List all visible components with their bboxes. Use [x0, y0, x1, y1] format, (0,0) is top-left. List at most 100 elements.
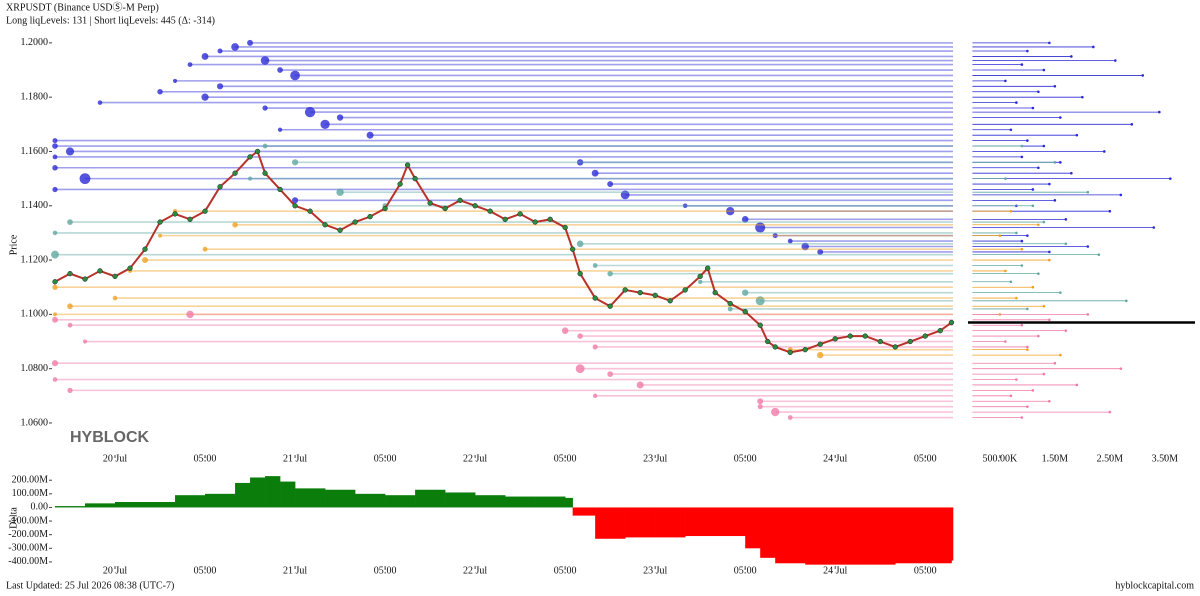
- x-tick-label: 2.50M: [1097, 453, 1124, 464]
- price-point: [404, 162, 411, 168]
- liq-level-dot: [591, 169, 599, 177]
- liq-level-dot: [757, 404, 763, 410]
- delta-bar: [595, 507, 626, 539]
- price-point: [592, 295, 598, 301]
- liq-level-dot: [304, 106, 316, 118]
- price-point: [247, 154, 253, 160]
- liq-level-dot: [232, 222, 238, 228]
- last-updated: Last Updated: 25 Jul 2026 08:38 (UTC-7): [6, 580, 174, 591]
- liq-level-dot: [52, 230, 58, 236]
- price-point: [817, 341, 823, 347]
- delta-bar: [775, 507, 806, 564]
- liq-size-dot: [1119, 367, 1123, 370]
- price-point: [457, 197, 463, 203]
- liq-level-dot: [577, 333, 583, 339]
- liq-level-dot: [592, 344, 598, 350]
- price-point: [82, 276, 88, 282]
- liq-level-dot: [201, 53, 209, 60]
- price-point: [547, 216, 553, 222]
- liq-size-dot: [1075, 133, 1079, 137]
- price-point: [772, 344, 778, 350]
- x-tick-label: 1.50M: [1042, 453, 1069, 464]
- x-tick-label: 20 Jul: [103, 565, 127, 576]
- price-point: [652, 292, 658, 299]
- y-tick-label: -400.00M: [8, 556, 48, 567]
- price-point: [127, 265, 133, 271]
- liq-level-dot: [142, 257, 148, 264]
- liq-size-dot: [1026, 307, 1029, 311]
- liq-level-dot: [561, 327, 569, 334]
- liq-level-dot: [67, 322, 73, 328]
- liq-level-dot: [65, 147, 75, 156]
- liq-level-dot: [755, 222, 766, 233]
- y-tick-label: 1.0600: [21, 417, 49, 428]
- liq-level-dot: [772, 233, 778, 239]
- liq-level-dot: [260, 56, 270, 65]
- price-point: [562, 224, 568, 231]
- liq-size-dot: [1059, 161, 1062, 164]
- price-point: [187, 216, 193, 222]
- liq-size-dot: [998, 234, 1002, 237]
- delta-bar: [655, 507, 686, 538]
- site: hyblockcapital.com: [1115, 580, 1194, 591]
- price-point: [142, 246, 148, 252]
- delta-bar: [565, 497, 573, 508]
- liq-size-dot: [1114, 59, 1117, 62]
- delta-bar: [951, 507, 954, 561]
- liq-level-dot: [726, 207, 735, 216]
- liq-level-dot: [67, 303, 73, 310]
- liq-level-dot: [247, 39, 254, 46]
- price-point: [427, 200, 433, 206]
- liq-size-dot: [1064, 218, 1068, 221]
- x-tick-label: 23 Jul: [643, 565, 667, 576]
- liq-level-dot: [52, 284, 58, 290]
- price-point: [232, 170, 238, 176]
- y-tick-label: 100.00M: [12, 488, 49, 499]
- x-tick-label: 05:00: [734, 453, 757, 464]
- x-tick-label: 05:00: [914, 565, 937, 576]
- y-axis-label: Price: [8, 234, 19, 255]
- delta-bar: [250, 477, 266, 508]
- liq-size-dot: [1053, 199, 1057, 202]
- liq-level-dot: [742, 289, 749, 296]
- liq-size-dot: [1075, 383, 1079, 387]
- liq-level-dot: [186, 310, 194, 319]
- liq-size-dot: [1103, 150, 1106, 153]
- price-point: [262, 170, 268, 176]
- liq-level-dot: [158, 233, 162, 238]
- liq-level-dot: [262, 105, 268, 111]
- price-point: [765, 338, 771, 345]
- liq-level-dot: [231, 43, 239, 51]
- y-tick-label: 1.1800: [21, 91, 49, 102]
- liq-size-dot: [1031, 285, 1035, 289]
- liq-level-dot: [52, 377, 58, 382]
- price-point: [254, 148, 261, 155]
- liq-size-dot: [1048, 399, 1051, 403]
- delta-bar: [175, 495, 206, 508]
- delta-bar: [85, 503, 116, 508]
- delta-bar: [760, 507, 776, 558]
- price-point: [367, 213, 373, 220]
- y-tick-label: 200.00M: [12, 475, 49, 486]
- x-tick-label: 05:00: [554, 565, 577, 576]
- liq-level-dot: [755, 296, 765, 306]
- liq-level-dot: [52, 186, 58, 193]
- delta-bar: [55, 506, 86, 508]
- liq-size-dot: [1020, 264, 1024, 267]
- liq-size-dot: [1015, 378, 1018, 381]
- delta-bar: [685, 507, 716, 537]
- liq-size-dot: [1004, 269, 1007, 273]
- delta-bar: [895, 507, 926, 564]
- liq-size-dot: [1053, 161, 1057, 164]
- x-tick-label: 05:00: [374, 565, 397, 576]
- price-point: [667, 298, 673, 304]
- delta-bar: [475, 495, 506, 508]
- price-point: [202, 208, 208, 214]
- watermark: HYBLOCK: [70, 429, 150, 446]
- liq-size-dot: [1009, 280, 1013, 284]
- price-point: [862, 333, 868, 339]
- price-point: [172, 211, 178, 217]
- liq-size-dot: [1141, 74, 1145, 77]
- x-tick-label: 21 Jul: [283, 453, 307, 464]
- price-point: [622, 287, 628, 293]
